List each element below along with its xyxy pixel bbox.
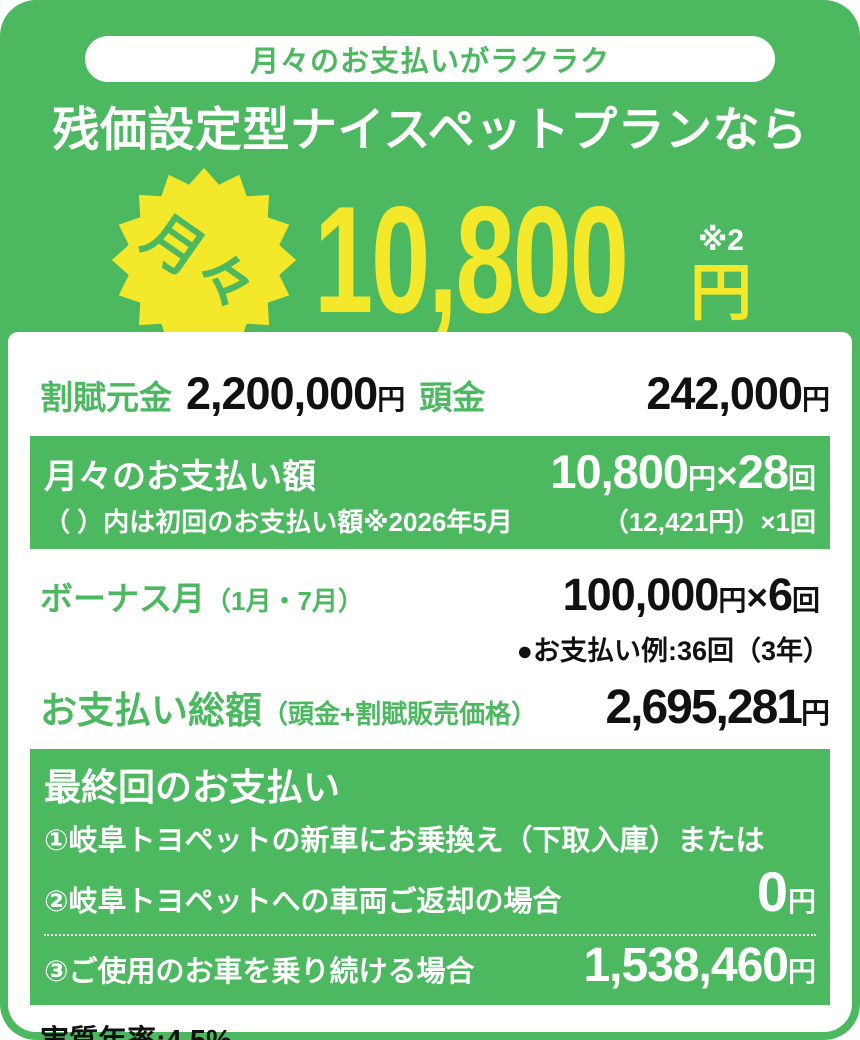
starburst-badge: 月々 xyxy=(108,164,300,356)
bonus-month-row: ボーナス月（1月・7月） 100,000円×6回 xyxy=(40,569,820,620)
final-payment-box: 最終回のお支払い ①岐阜トヨペットの新車にお乗換え（下取入庫）または ②岐阜トヨ… xyxy=(30,749,830,1005)
payment-example-note: ●お支払い例:36回（3年） xyxy=(516,636,830,666)
price-row: 月々 10,800 ※2 円 xyxy=(0,164,860,356)
divider xyxy=(44,934,816,936)
bonus-label: ボーナス月 xyxy=(40,580,205,617)
price-yen-unit: 円 xyxy=(689,258,752,328)
payment-details-sheet: 割賦元金 2,200,000円 頭金 242,000円 月々のお支払い額 10,… xyxy=(8,332,852,1040)
price-footnote: ※2 xyxy=(698,223,744,257)
total-label: お支払い総額 xyxy=(40,690,262,731)
total-value: 2,695,281円 xyxy=(605,681,830,734)
plan-headline: 残価設定型ナイスペットプランなら xyxy=(52,103,808,156)
catchphrase-text: 月々のお支払いがラクラク xyxy=(249,46,610,78)
monthly-price: 10,800 ※2 円 xyxy=(313,174,752,345)
principal-label: 割賦元金 xyxy=(40,379,172,416)
total-payment-row: お支払い総額（頭金+割賦販売価格） 2,695,281円 xyxy=(40,681,830,734)
final-option-3: ③ご使用のお車を乗り続ける場合 xyxy=(44,956,475,988)
final-option-2: ②岐阜トヨペットへの車両ご返却の場合 xyxy=(44,886,562,918)
principal-row: 割賦元金 2,200,000円 頭金 242,000円 xyxy=(40,368,830,419)
price-amount: 10,800 xyxy=(313,174,629,345)
final-option-3-value: 1,538,460円 xyxy=(583,939,816,992)
monthly-payment-bar: 月々のお支払い額 10,800円×28回 （ ）内は初回のお支払い額※2026年… xyxy=(30,436,830,549)
hero-section: 月々のお支払いがラクラク 残価設定型ナイスペットプランなら 月々 10,800 … xyxy=(0,0,860,356)
bonus-value: 100,000円×6回 xyxy=(562,569,820,620)
final-option-1: ①岐阜トヨペットの新車にお乗換え（下取入庫）または xyxy=(44,825,765,857)
first-payment-note: （ ）内は初回のお支払い額※2026年5月 xyxy=(44,507,513,537)
down-payment-label: 頭金 xyxy=(419,379,486,416)
first-payment-value: （12,421円）×1回 xyxy=(602,507,816,537)
down-payment-value: 242,000 xyxy=(646,368,803,419)
catchphrase-pill: 月々のお支払いがラクラク xyxy=(85,36,775,82)
monthly-payment-label: 月々のお支払い額 xyxy=(44,458,316,496)
final-payment-title: 最終回のお支払い xyxy=(44,767,340,808)
annual-rate: 実質年率:4.5% xyxy=(30,1005,830,1040)
monthly-payment-value: 10,800円×28回 xyxy=(550,445,816,498)
final-option-12-value: 0円 xyxy=(756,860,816,923)
principal-value: 2,200,000 xyxy=(186,368,378,419)
starburst-icon xyxy=(111,167,297,353)
